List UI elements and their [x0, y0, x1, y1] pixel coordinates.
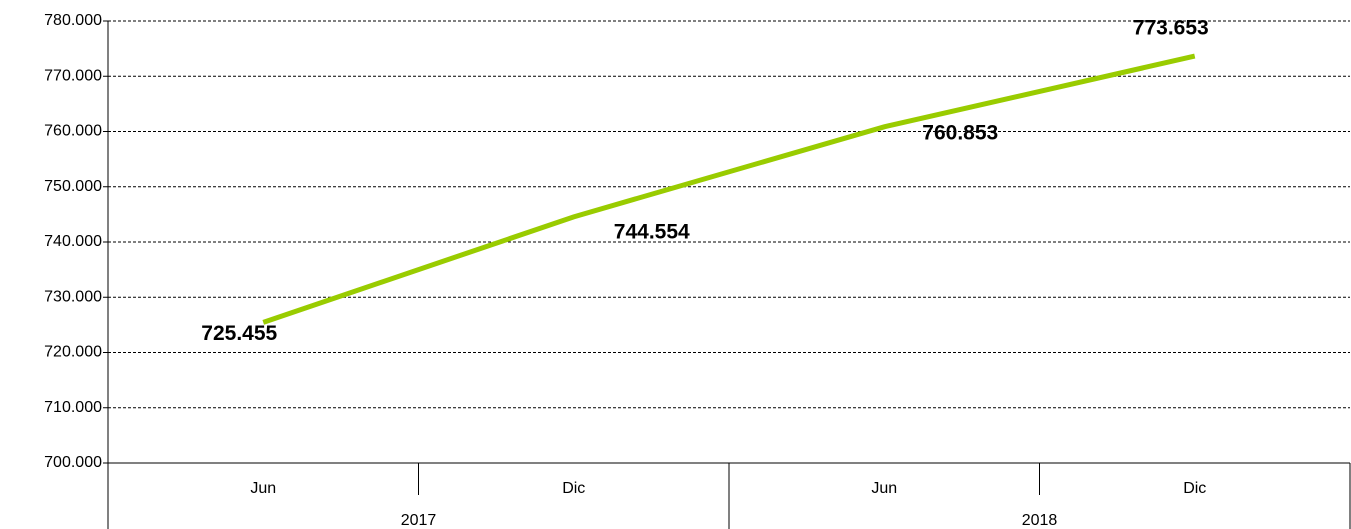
- x-tick-label: Dic: [1183, 480, 1206, 497]
- x-group-label: 2018: [1022, 512, 1058, 529]
- y-tick-label: 740.000: [44, 233, 102, 250]
- line: [262, 53, 1196, 325]
- y-tick-label: 730.000: [44, 288, 102, 305]
- y-tick-label: 710.000: [44, 399, 102, 416]
- data-label: 725.455: [201, 322, 277, 345]
- y-tick-label: 770.000: [44, 67, 102, 84]
- y-tick-label: 750.000: [44, 178, 102, 195]
- y-tick-label: 780.000: [44, 12, 102, 29]
- y-tick-label: 700.000: [44, 454, 102, 471]
- x-group-label: 2017: [401, 512, 437, 529]
- data-label: 744.554: [614, 220, 690, 243]
- data-label: 773.653: [1133, 17, 1209, 40]
- y-tick-label: 720.000: [44, 344, 102, 361]
- x-tick-label: Jun: [250, 480, 276, 497]
- x-tick-label: Jun: [871, 480, 897, 497]
- y-tick-label: 760.000: [44, 123, 102, 140]
- x-tick-label: Dic: [562, 480, 585, 497]
- data-label: 760.853: [922, 121, 998, 144]
